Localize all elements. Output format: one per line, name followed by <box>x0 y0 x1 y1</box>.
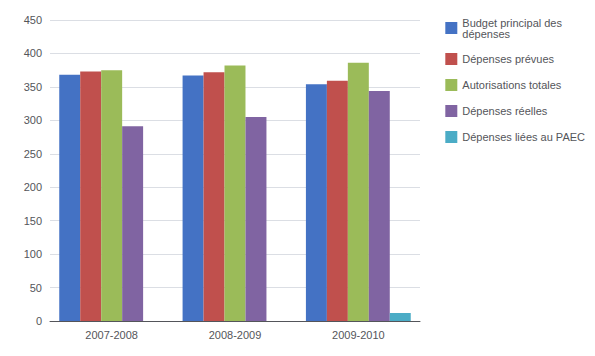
svg-text:Autorisations totales: Autorisations totales <box>462 79 562 91</box>
svg-text:350: 350 <box>24 81 42 93</box>
svg-text:100: 100 <box>24 248 42 260</box>
svg-text:2009-2010: 2009-2010 <box>332 329 385 341</box>
svg-text:150: 150 <box>24 215 42 227</box>
svg-text:dépenses: dépenses <box>462 28 510 40</box>
svg-text:2008-2009: 2008-2009 <box>209 329 262 341</box>
svg-text:Dépenses réelles: Dépenses réelles <box>462 105 547 117</box>
svg-text:300: 300 <box>24 114 42 126</box>
svg-text:400: 400 <box>24 47 42 59</box>
svg-text:250: 250 <box>24 148 42 160</box>
svg-text:Budget principal des: Budget principal des <box>462 16 562 29</box>
svg-text:200: 200 <box>24 181 42 193</box>
svg-text:0: 0 <box>36 315 42 327</box>
svg-text:50: 50 <box>30 282 42 294</box>
svg-text:Dépenses prévues: Dépenses prévues <box>462 53 554 65</box>
svg-text:2007-2008: 2007-2008 <box>85 329 138 341</box>
svg-text:Dépenses liées au PAEC: Dépenses liées au PAEC <box>462 131 585 143</box>
svg-text:450: 450 <box>24 14 42 26</box>
